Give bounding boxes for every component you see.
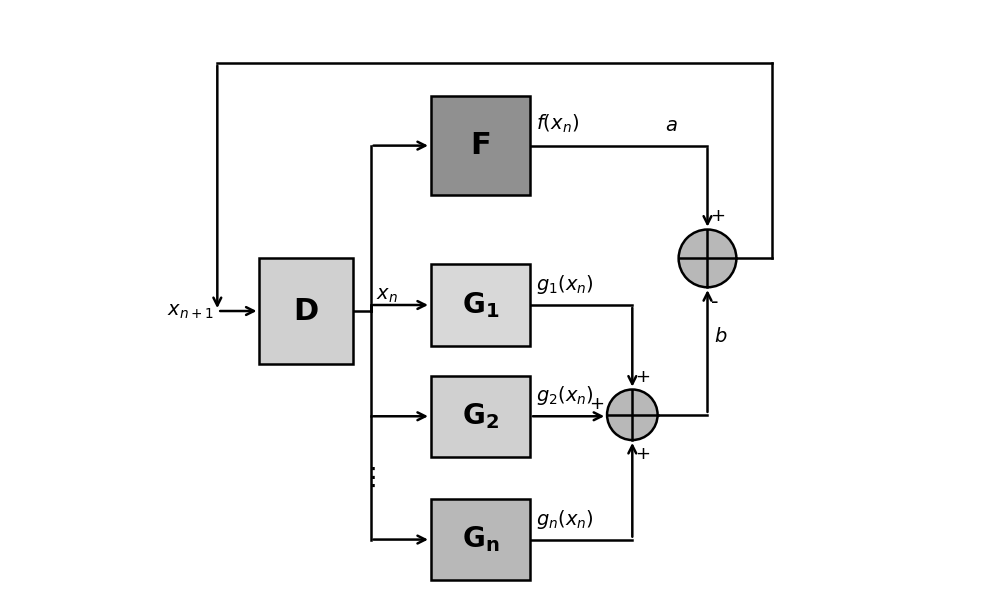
Text: $\mathbf{G_{1}}$: $\mathbf{G_{1}}$ [462, 290, 499, 320]
Text: $g_n(x_n)$: $g_n(x_n)$ [536, 507, 594, 531]
Text: +: + [711, 207, 726, 225]
Text: $g_2(x_n)$: $g_2(x_n)$ [536, 384, 594, 407]
Text: $\mathbf{G_{2}}$: $\mathbf{G_{2}}$ [462, 401, 499, 431]
Text: -: - [711, 292, 718, 312]
FancyBboxPatch shape [431, 376, 530, 457]
FancyBboxPatch shape [431, 499, 530, 580]
Text: $\mathbf{F}$: $\mathbf{F}$ [470, 131, 491, 160]
Circle shape [607, 390, 658, 440]
FancyBboxPatch shape [259, 259, 353, 364]
Text: $f(x_n)$: $f(x_n)$ [536, 112, 579, 135]
Text: $\mathbf{D}$: $\mathbf{D}$ [293, 296, 319, 325]
Text: +: + [635, 368, 650, 386]
Circle shape [679, 229, 736, 287]
Text: $x_n$: $x_n$ [376, 287, 397, 305]
Text: +: + [635, 445, 650, 463]
FancyBboxPatch shape [431, 96, 530, 195]
Text: $x_{n+1}$: $x_{n+1}$ [167, 302, 214, 320]
FancyBboxPatch shape [431, 265, 530, 345]
Text: $\mathbf{G_{n}}$: $\mathbf{G_{n}}$ [462, 524, 499, 554]
Text: $a$: $a$ [665, 116, 678, 135]
Text: $b$: $b$ [714, 327, 727, 346]
Text: +: + [589, 395, 604, 413]
Text: $g_1(x_n)$: $g_1(x_n)$ [536, 273, 594, 296]
Text: $\vdots$: $\vdots$ [360, 466, 376, 490]
